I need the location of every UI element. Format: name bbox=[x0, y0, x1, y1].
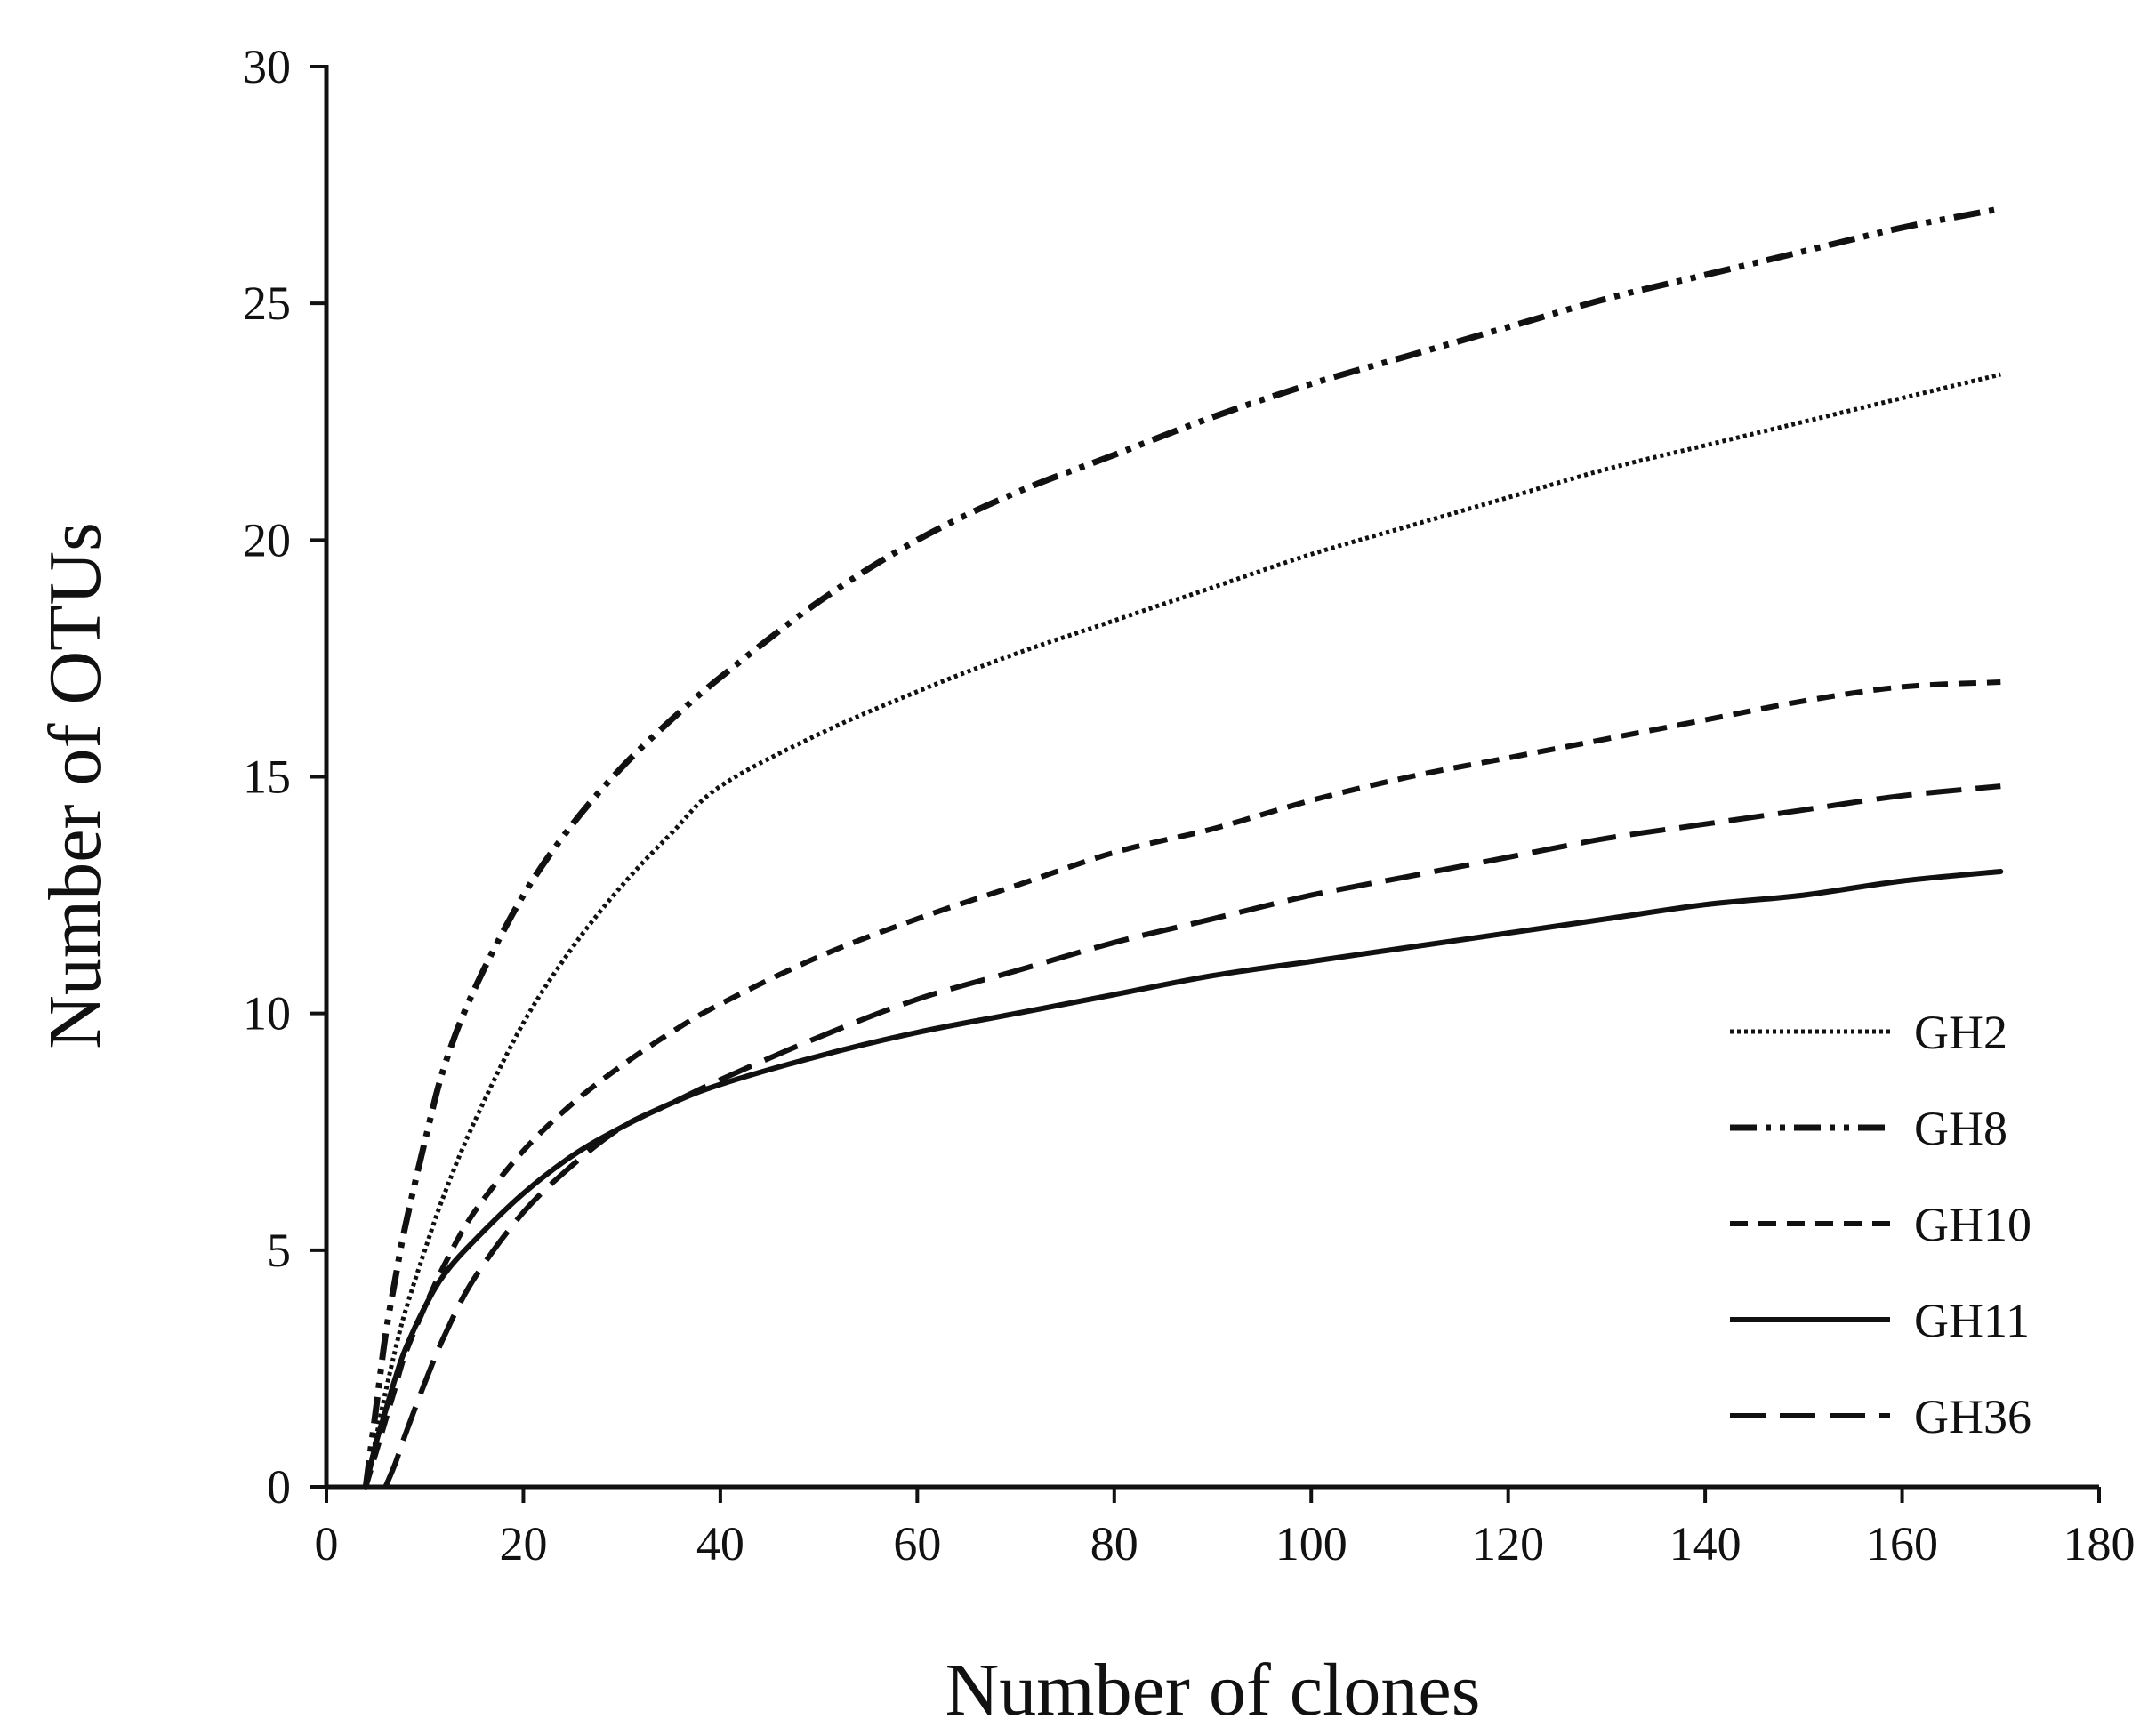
series-line-gh2 bbox=[363, 372, 2001, 1488]
legend-label: GH2 bbox=[1914, 1006, 2007, 1059]
y-axis-ticks: 0 5 10 15 20 25 30 bbox=[243, 40, 326, 1514]
x-tick-label: 40 bbox=[696, 1517, 744, 1570]
axes-layer bbox=[324, 65, 2099, 1490]
legend-item: GH2 bbox=[1730, 1006, 2007, 1059]
legend-label: GH8 bbox=[1914, 1102, 2007, 1155]
legend-item: GH8 bbox=[1730, 1102, 2007, 1155]
legend-item: GH11 bbox=[1730, 1294, 2030, 1347]
x-tick-label: 180 bbox=[2063, 1517, 2136, 1570]
y-tick-label: 5 bbox=[267, 1224, 291, 1277]
x-tick-label: 60 bbox=[893, 1517, 941, 1570]
x-tick-label: 140 bbox=[1669, 1517, 1742, 1570]
series-layer bbox=[362, 205, 2004, 1490]
series-line-gh36 bbox=[382, 783, 2001, 1489]
x-tick-label: 80 bbox=[1090, 1517, 1138, 1570]
legend-label: GH11 bbox=[1914, 1294, 2030, 1347]
legend-item: GH36 bbox=[1730, 1390, 2031, 1443]
series-line-gh11 bbox=[363, 869, 2004, 1490]
y-tick-label: 30 bbox=[243, 40, 291, 93]
y-tick-label: 15 bbox=[243, 751, 291, 804]
y-tick-label: 10 bbox=[243, 987, 291, 1040]
legend-item: GH10 bbox=[1730, 1198, 2031, 1251]
y-axis-title: Number of OTUs bbox=[34, 522, 117, 1049]
x-axis-ticks: 0 20 40 60 80 100 120 140 160 180 bbox=[315, 1487, 2136, 1570]
y-tick-label: 25 bbox=[243, 277, 291, 330]
x-tick-label: 120 bbox=[1472, 1517, 1544, 1570]
x-tick-label: 0 bbox=[315, 1517, 339, 1570]
y-tick-label: 0 bbox=[267, 1460, 291, 1514]
legend-label: GH36 bbox=[1914, 1390, 2031, 1443]
series-line-gh8 bbox=[362, 205, 2001, 1488]
legend-label: GH10 bbox=[1914, 1198, 2031, 1251]
x-tick-label: 20 bbox=[499, 1517, 547, 1570]
y-tick-label: 20 bbox=[243, 513, 291, 566]
legend: GH2 GH8 GH10 GH11 GH36 bbox=[1730, 1006, 2031, 1443]
series-line-gh10 bbox=[363, 679, 2001, 1488]
x-axis-title: Number of clones bbox=[945, 1649, 1481, 1731]
x-tick-label: 160 bbox=[1866, 1517, 1938, 1570]
x-tick-label: 100 bbox=[1275, 1517, 1348, 1570]
